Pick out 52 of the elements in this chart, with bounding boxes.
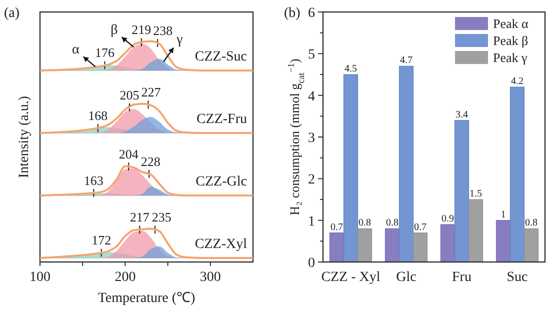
data-label: 4.2 — [511, 76, 524, 87]
annotation: β — [110, 23, 118, 38]
y-tick-label: 2 — [308, 172, 315, 188]
annotation: 205 — [120, 87, 140, 102]
annotation: CZZ-Suc — [194, 50, 247, 64]
x-tick-label: 200 — [114, 270, 136, 285]
annotation: 228 — [140, 154, 160, 169]
data-label: 4.7 — [400, 55, 412, 66]
y-tick-label: 0 — [308, 256, 315, 271]
annotation: 227 — [141, 84, 162, 100]
x-tick-label: 100 — [30, 270, 50, 285]
data-label: 0.8 — [525, 218, 538, 229]
annotation: 219 — [132, 22, 152, 38]
annotation: 235 — [152, 210, 172, 225]
annotation: α — [72, 42, 80, 58]
annotation: 163 — [84, 172, 104, 188]
legend-label: Peak γ — [493, 50, 528, 65]
data-label: 4.5 — [344, 64, 357, 74]
annotation: 168 — [88, 108, 108, 124]
x-axis-title: Temperature (℃) — [98, 291, 196, 306]
chart-title: (b) — [284, 6, 301, 21]
data-label: 0.8 — [358, 218, 371, 229]
data-label: 0.9 — [442, 214, 454, 224]
data-label: 1.5 — [470, 188, 482, 200]
data-label: 0.7 — [414, 222, 426, 233]
y-axis-title: Intensity (a.u.) — [17, 96, 32, 178]
annotation: 217 — [130, 210, 150, 225]
y-tick-label: 3 — [308, 131, 315, 146]
chart-title: (a) — [4, 6, 20, 21]
legend-label: Peak β — [493, 33, 529, 48]
annotation: 176 — [95, 45, 115, 60]
annotation: γ — [176, 32, 183, 48]
annotation: CZZ-Fru — [196, 112, 247, 127]
data-label: 3.4 — [456, 109, 468, 120]
annotation: 204 — [118, 146, 139, 162]
x-tick-label: Fru — [452, 270, 472, 285]
x-tick-label: 300 — [200, 270, 221, 285]
y-tick-label: 4 — [308, 89, 315, 104]
data-label: 0.8 — [386, 218, 398, 229]
data-label: 1 — [500, 209, 506, 220]
y-tick-label: 5 — [308, 48, 315, 63]
y-tick-label: 1 — [308, 214, 315, 230]
annotation: CZZ-Xyl — [194, 237, 248, 252]
x-tick-label: Glc — [396, 270, 416, 285]
x-tick-label: Suc — [506, 270, 528, 285]
annotation: 172 — [92, 232, 112, 248]
legend-label: Peak α — [493, 16, 529, 31]
x-tick-label: CZZ - Xyl — [321, 270, 380, 285]
data-label: 0.7 — [330, 222, 343, 233]
annotation: CZZ-Glc — [196, 174, 247, 190]
y-tick-label: 6 — [308, 6, 315, 21]
annotation: 238 — [153, 23, 173, 38]
